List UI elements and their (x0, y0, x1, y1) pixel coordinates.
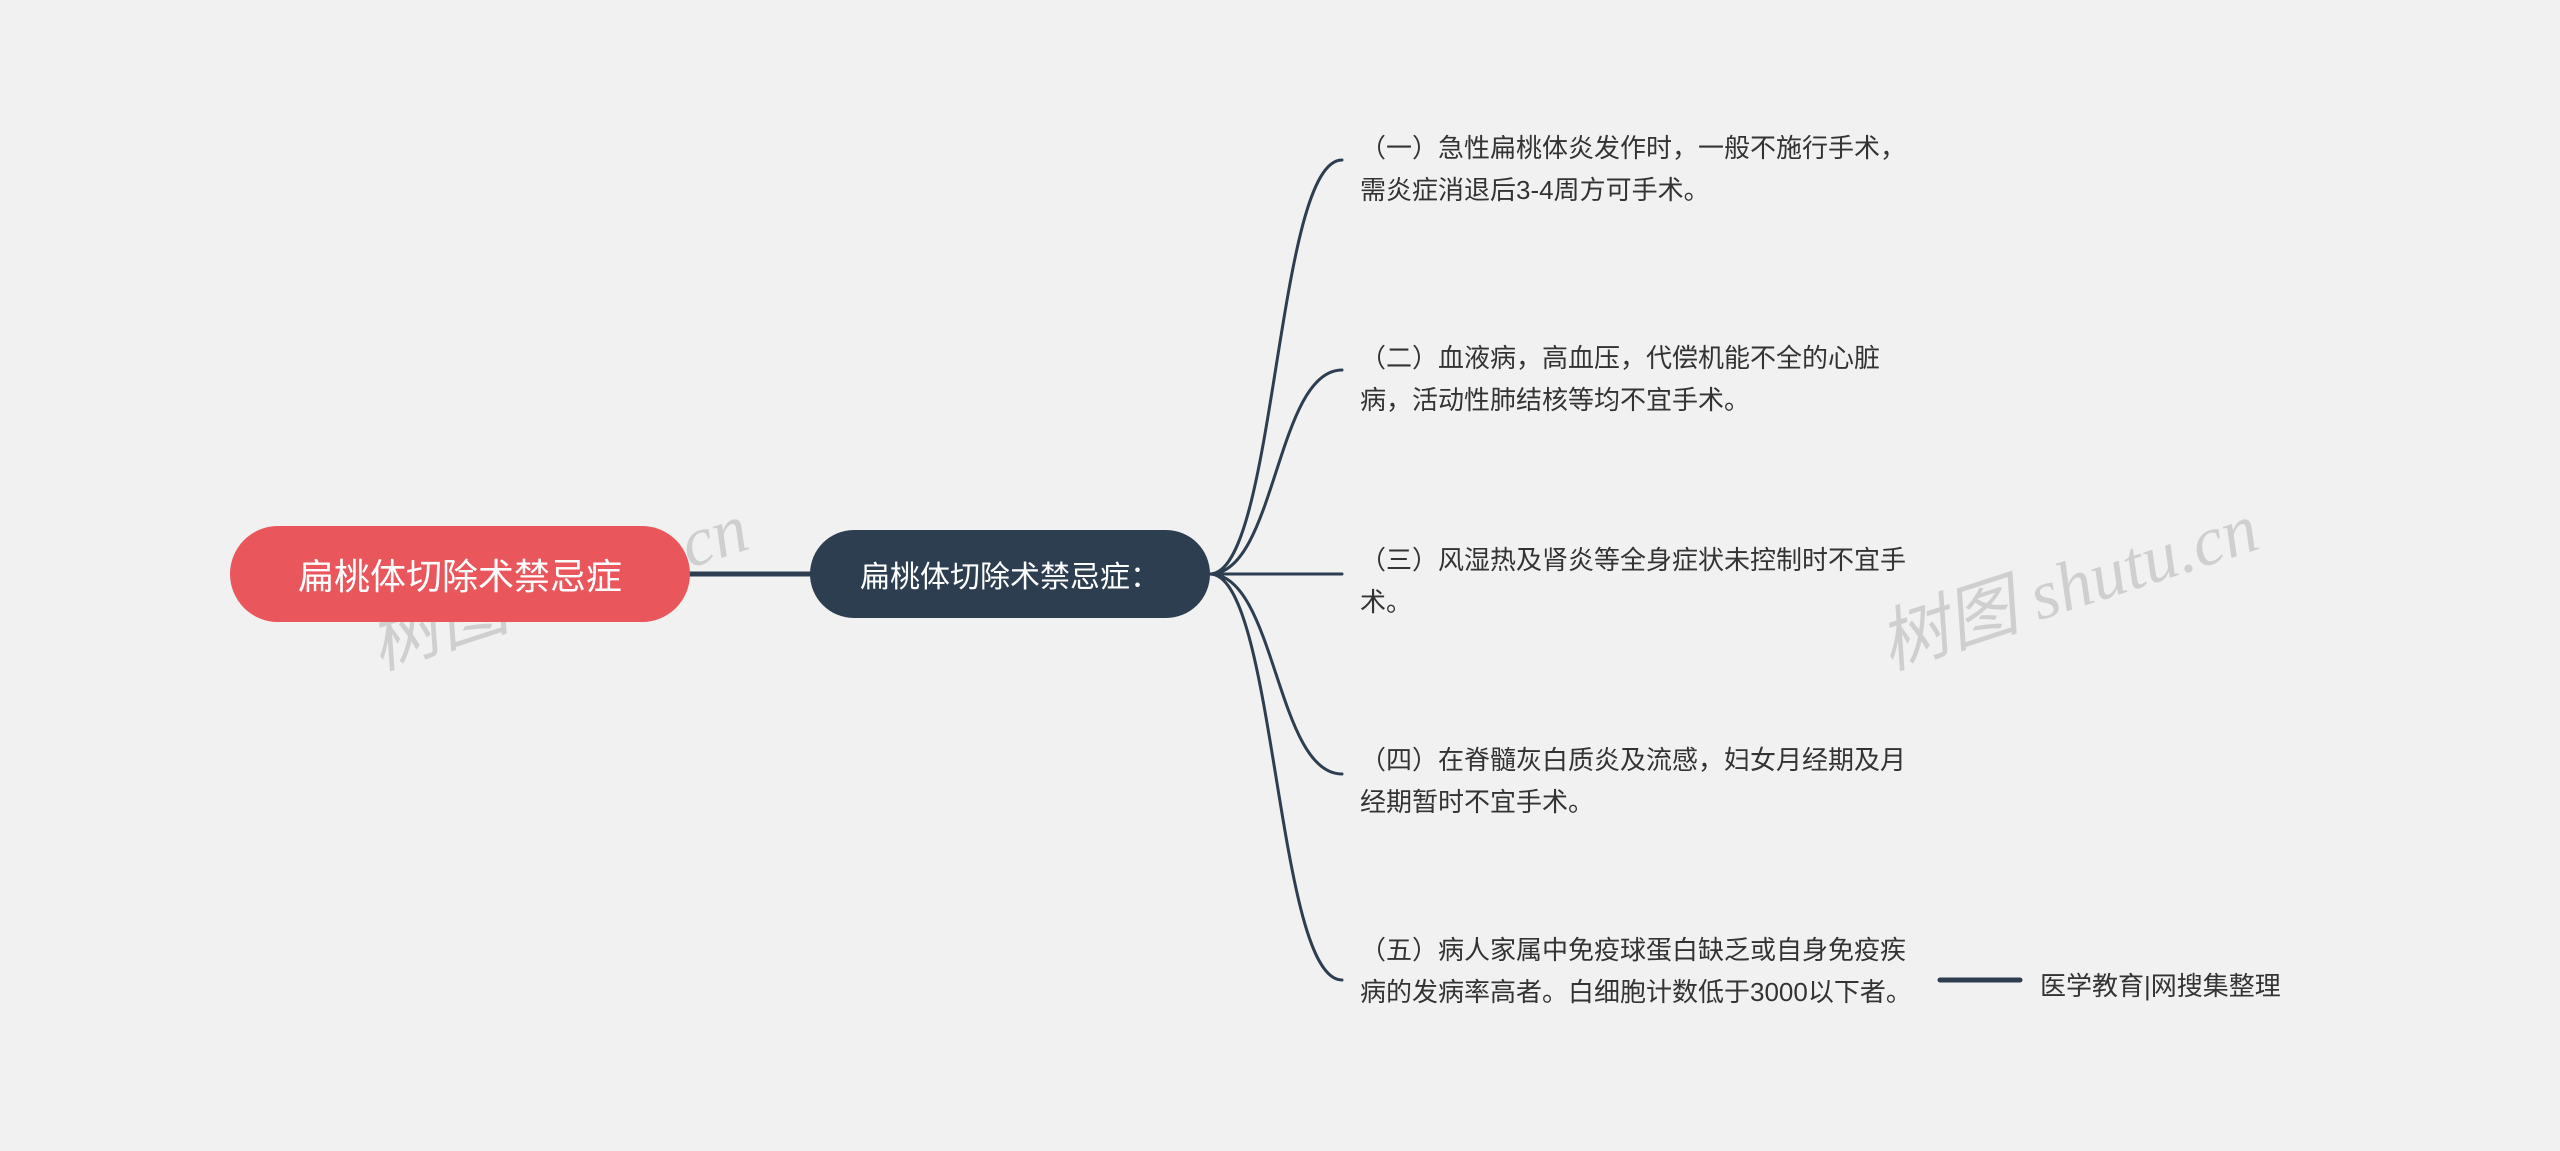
mindmap-canvas: 树图 shutu.cn 树图 shutu.cn 扁桃体切除术禁忌症 扁桃体切除术… (0, 0, 2560, 1151)
root-node[interactable]: 扁桃体切除术禁忌症 (230, 526, 690, 622)
tail-note: 医学教育|网搜集整理 (2040, 966, 2281, 1003)
leaf-node-5[interactable]: （五）病人家属中免疫球蛋白缺乏或自身免疫疾病的发病率高者。白细胞计数低于3000… (1360, 930, 1920, 1013)
leaf-node-3[interactable]: （三）风湿热及肾炎等全身症状未控制时不宜手术。 (1360, 540, 1920, 623)
sub-node[interactable]: 扁桃体切除术禁忌症： (810, 530, 1210, 618)
watermark-2: 树图 shutu.cn (1864, 472, 2269, 689)
leaf-node-1[interactable]: （一）急性扁桃体炎发作时，一般不施行手术，需炎症消退后3-4周方可手术。 (1360, 128, 1920, 211)
leaf-node-4[interactable]: （四）在脊髓灰白质炎及流感，妇女月经期及月经期暂时不宜手术。 (1360, 740, 1920, 823)
leaf-node-2[interactable]: （二）血液病，高血压，代偿机能不全的心脏病，活动性肺结核等均不宜手术。 (1360, 338, 1920, 421)
